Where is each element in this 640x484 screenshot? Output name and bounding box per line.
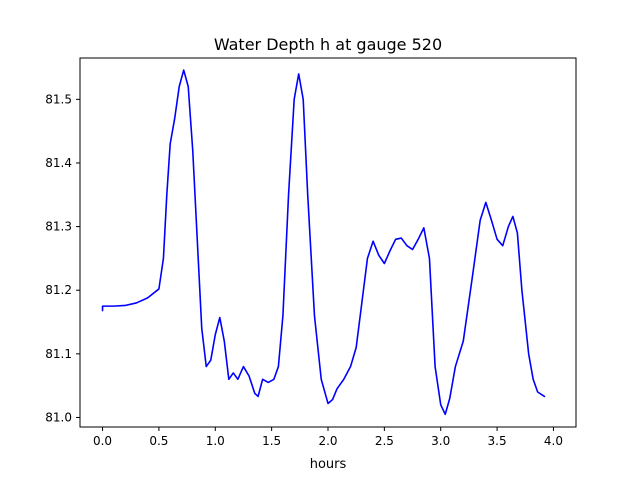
x-tick-label: 1.0 xyxy=(206,434,225,448)
x-axis-label: hours xyxy=(310,457,347,472)
y-tick-label: 81.3 xyxy=(45,220,72,234)
y-axis-ticks: 81.0 81.1 81.2 81.3 81.4 81.5 xyxy=(45,92,80,424)
x-tick-label: 0.5 xyxy=(149,434,168,448)
series-line xyxy=(101,69,546,416)
x-tick-label: 3.5 xyxy=(488,434,507,448)
x-tick-label: 0.0 xyxy=(93,434,112,448)
chart-title: Water Depth h at gauge 520 xyxy=(214,35,442,54)
x-tick-label: 4.0 xyxy=(544,434,563,448)
x-tick-label: 3.0 xyxy=(431,434,450,448)
y-tick-label: 81.4 xyxy=(45,156,72,170)
x-tick-label: 1.5 xyxy=(262,434,281,448)
x-axis-ticks: 0.0 0.5 1.0 1.5 2.0 2.5 3.0 3.5 4.0 xyxy=(93,427,563,448)
x-tick-label: 2.0 xyxy=(318,434,337,448)
x-tick-label: 2.5 xyxy=(375,434,394,448)
series-layer xyxy=(101,69,546,416)
y-tick-label: 81.5 xyxy=(45,92,72,106)
y-tick-label: 81.1 xyxy=(45,347,72,361)
y-tick-label: 81.2 xyxy=(45,283,72,297)
y-tick-label: 81.0 xyxy=(45,410,72,424)
plot-frame xyxy=(79,57,577,428)
